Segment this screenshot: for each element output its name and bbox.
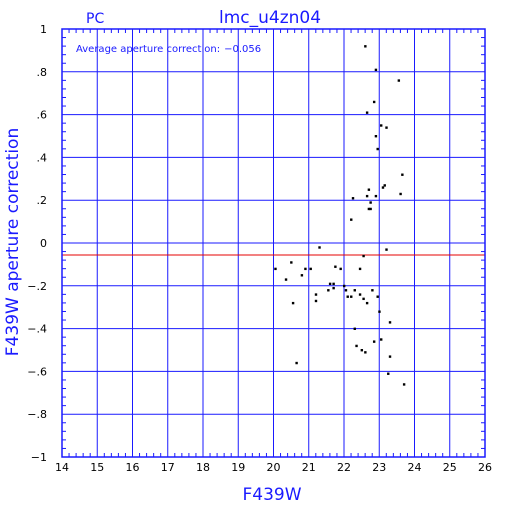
data-point	[399, 192, 402, 196]
y-tick-label: .2	[37, 194, 48, 207]
data-point	[369, 207, 372, 211]
y-tick-label: −.6	[27, 365, 47, 378]
data-point	[369, 201, 372, 204]
data-point	[362, 254, 365, 258]
y-tick-label: .6	[37, 109, 48, 122]
data-point	[353, 327, 356, 330]
data-point	[291, 301, 295, 305]
data-point	[350, 218, 353, 221]
data-point	[380, 338, 383, 341]
data-point	[362, 297, 365, 301]
x-tick-label: 25	[443, 461, 457, 474]
data-point	[397, 79, 401, 82]
data-point	[374, 194, 378, 198]
data-point	[364, 45, 367, 48]
annotation-text: Average aperture correction: −0.056	[76, 44, 261, 55]
data-point	[314, 299, 318, 303]
data-point	[385, 248, 388, 251]
x-tick-label: 16	[126, 461, 140, 474]
data-point	[367, 207, 371, 211]
data-point	[343, 284, 346, 288]
x-tick-label: 15	[90, 461, 104, 474]
data-point	[358, 293, 362, 296]
y-tick-label: 1	[40, 23, 47, 36]
y-tick-label: −.2	[27, 280, 47, 293]
data-point	[367, 188, 371, 191]
x-tick-label: 17	[161, 461, 175, 474]
data-point	[376, 147, 379, 151]
data-point	[332, 282, 335, 286]
annotation-value: −0.056	[224, 44, 261, 55]
data-point	[327, 289, 330, 292]
data-point	[284, 278, 288, 281]
data-point	[374, 135, 378, 138]
data-point	[372, 100, 376, 104]
annotation-label: Average aperture correction:	[76, 44, 220, 55]
data-point	[318, 246, 321, 249]
data-point	[380, 124, 383, 127]
y-tick-label: −1	[31, 451, 47, 464]
y-tick-label: .4	[37, 151, 48, 164]
data-point	[274, 267, 277, 271]
data-point	[374, 68, 378, 72]
data-point	[355, 344, 358, 348]
data-point	[350, 295, 353, 298]
data-point	[378, 310, 381, 313]
data-point	[401, 173, 404, 176]
grid-lines	[61, 28, 486, 458]
data-point	[309, 267, 312, 271]
chart-title: lmc_u4zn04	[219, 8, 321, 28]
data-point	[364, 351, 367, 354]
data-point	[388, 321, 392, 324]
x-tick-label: 21	[302, 461, 316, 474]
data-point	[295, 361, 298, 365]
y-axis-label: F439W aperture correction	[3, 128, 23, 356]
data-point	[351, 197, 355, 200]
y-tick-label: 0	[40, 237, 47, 250]
data-point	[339, 267, 342, 271]
data-point	[360, 349, 364, 352]
data-point	[358, 267, 362, 271]
data-point	[387, 372, 390, 375]
plot-frame	[61, 28, 486, 458]
data-point	[290, 261, 293, 264]
data-point	[388, 355, 392, 358]
x-tick-label: 24	[408, 461, 422, 474]
instrument-label: PC	[86, 11, 104, 27]
data-point	[365, 301, 369, 305]
x-tick-label: 23	[372, 461, 386, 474]
data-point	[314, 293, 318, 296]
x-tick-label: 22	[337, 461, 351, 474]
data-point	[344, 289, 348, 292]
data-point	[346, 295, 349, 298]
data-point	[402, 383, 406, 386]
x-tick-label: 20	[267, 461, 281, 474]
y-tick-label: −.4	[27, 323, 47, 336]
data-point	[372, 340, 376, 343]
y-tick-label: .8	[37, 66, 48, 79]
x-tick-label: 14	[55, 461, 69, 474]
x-tick-label: 19	[231, 461, 245, 474]
data-point	[371, 289, 374, 292]
data-point	[332, 286, 335, 290]
tick-labels: 14 15 16 17 18 19 20 21 22 23 24 25 26 −1 −.8 −.6 −.4 −.2…	[27, 23, 492, 474]
data-point	[376, 295, 379, 298]
x-axis-label: F439W	[242, 485, 301, 505]
data-point	[383, 184, 386, 187]
data-point	[385, 126, 388, 129]
data-point	[334, 265, 337, 268]
data-point	[304, 267, 307, 271]
data-point	[365, 194, 369, 198]
data-point	[381, 186, 385, 189]
y-tick-label: −.8	[27, 408, 47, 421]
data-point	[353, 289, 356, 292]
data-point	[365, 111, 369, 114]
x-tick-label: 26	[478, 461, 492, 474]
data-point	[328, 282, 332, 286]
data-point	[300, 274, 304, 277]
data-points	[274, 45, 406, 386]
x-tick-label: 18	[196, 461, 210, 474]
